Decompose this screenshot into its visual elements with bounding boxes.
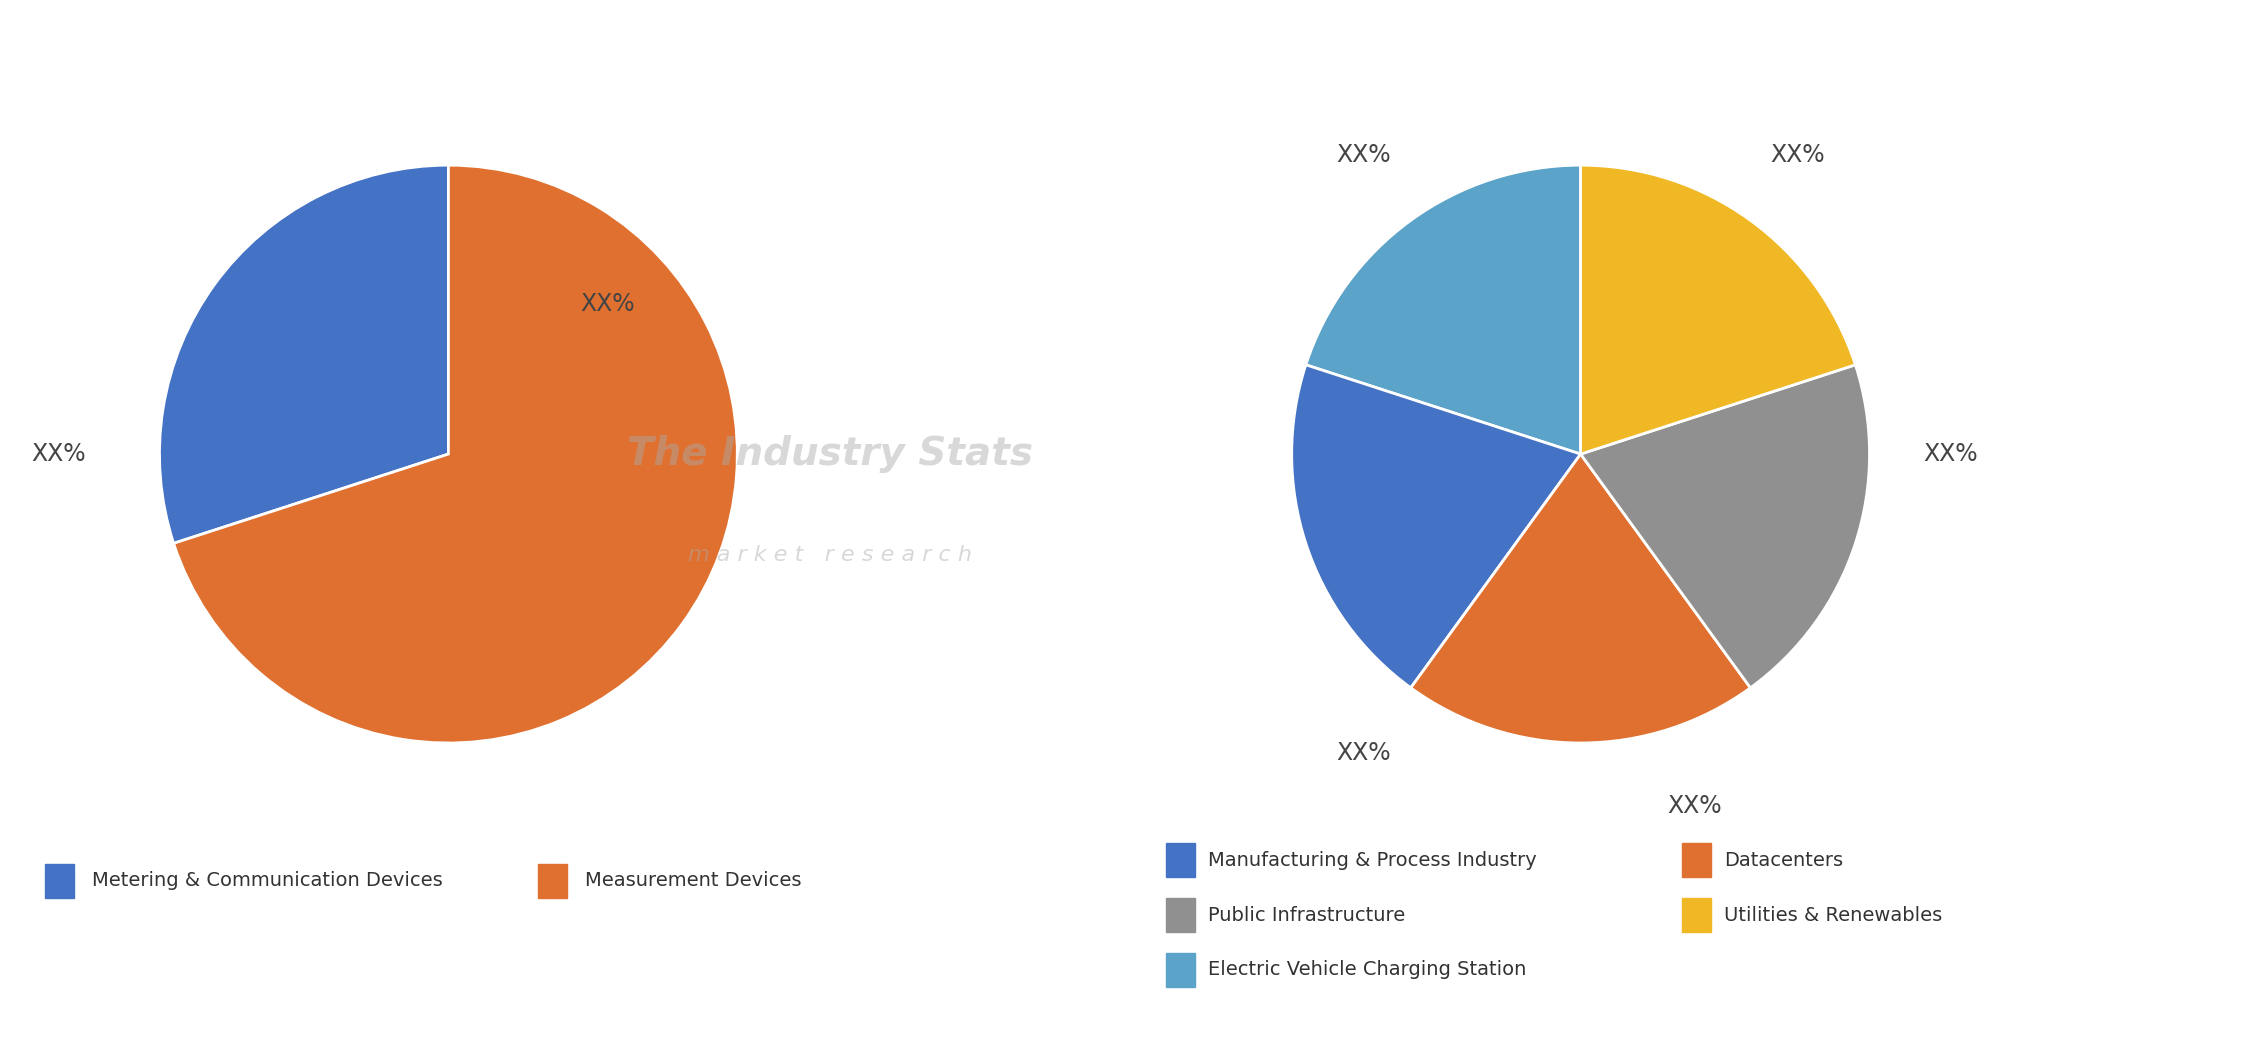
Text: Source: Theindustrystats Analysis: Source: Theindustrystats Analysis [22,1000,426,1019]
Text: Manufacturing & Process Industry: Manufacturing & Process Industry [1208,851,1538,869]
Text: The Industry Stats: The Industry Stats [626,435,1034,473]
Text: Datacenters: Datacenters [1724,851,1843,869]
Text: Email: sales@theindustrystats.com: Email: sales@theindustrystats.com [915,1000,1327,1019]
Text: XX%: XX% [31,442,85,466]
Bar [1682,843,1711,878]
Wedge shape [1305,165,1581,454]
Text: XX%: XX% [1668,794,1722,817]
Text: XX%: XX% [1924,442,1977,466]
Text: Measurement Devices: Measurement Devices [585,871,803,890]
Bar [1682,898,1711,932]
Text: Public Infrastructure: Public Infrastructure [1208,906,1406,924]
Text: Electric Vehicle Charging Station: Electric Vehicle Charging Station [1208,961,1527,979]
Text: XX%: XX% [1771,143,1825,167]
Text: m a r k e t   r e s e a r c h: m a r k e t r e s e a r c h [688,545,971,565]
Wedge shape [1581,165,1856,454]
Bar [1166,843,1195,878]
Bar [538,864,567,898]
Text: XX%: XX% [581,291,634,316]
Text: XX%: XX% [1336,143,1390,167]
Text: Website: www.theindustrystats.com: Website: www.theindustrystats.com [1791,1000,2220,1019]
Wedge shape [1291,364,1581,687]
Wedge shape [1581,364,1870,687]
Text: Utilities & Renewables: Utilities & Renewables [1724,906,1942,924]
Wedge shape [173,165,738,743]
Bar [1166,953,1195,987]
Text: Fig. Global Power Monitoring & Power Relays Market Share by Product Types & Appl: Fig. Global Power Monitoring & Power Rel… [27,39,1594,69]
Wedge shape [159,165,448,544]
Wedge shape [1410,454,1751,743]
Bar [45,864,74,898]
Text: Metering & Communication Devices: Metering & Communication Devices [92,871,442,890]
Text: XX%: XX% [1336,741,1390,766]
Bar [1166,898,1195,932]
